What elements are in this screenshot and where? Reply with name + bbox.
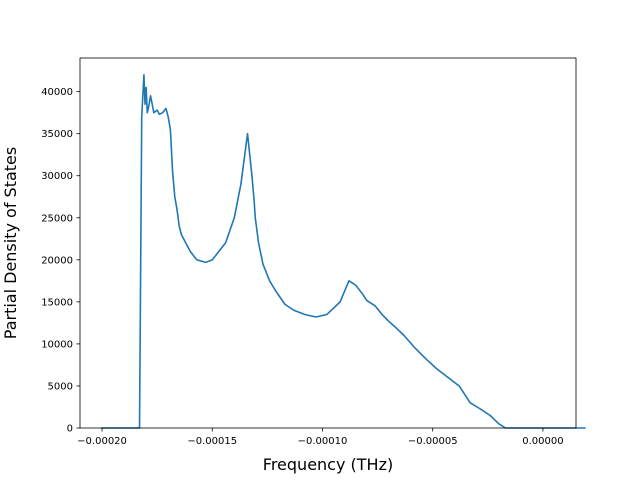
x-tick-label: 0.00000 <box>522 436 563 447</box>
plot-area <box>80 58 576 428</box>
x-tick-label: −0.00010 <box>298 436 348 447</box>
y-tick-label: 5000 <box>48 381 73 392</box>
y-tick-label: 30000 <box>41 171 73 182</box>
y-tick-label: 0 <box>67 424 73 435</box>
x-axis-ticks: −0.00020 −0.00015 −0.00010 −0.00005 0.00000 <box>77 428 564 447</box>
y-tick-label: 40000 <box>41 87 73 98</box>
x-tick-label: −0.00015 <box>187 436 237 447</box>
y-tick-label: 20000 <box>41 255 73 266</box>
x-tick-label: −0.00020 <box>77 436 127 447</box>
y-axis-label: Partial Density of States <box>1 147 20 339</box>
y-tick-label: 35000 <box>41 129 73 140</box>
y-tick-label: 15000 <box>41 297 73 308</box>
y-tick-label: 25000 <box>41 213 73 224</box>
y-axis-ticks: 0 5000 10000 15000 20000 25000 30000 35000 40000 <box>41 87 80 435</box>
x-tick-label: −0.00005 <box>408 436 458 447</box>
x-axis-label: Frequency (THz) <box>263 455 393 474</box>
y-tick-label: 10000 <box>41 339 73 350</box>
series-line <box>101 74 586 429</box>
plot-frame <box>79 57 577 429</box>
